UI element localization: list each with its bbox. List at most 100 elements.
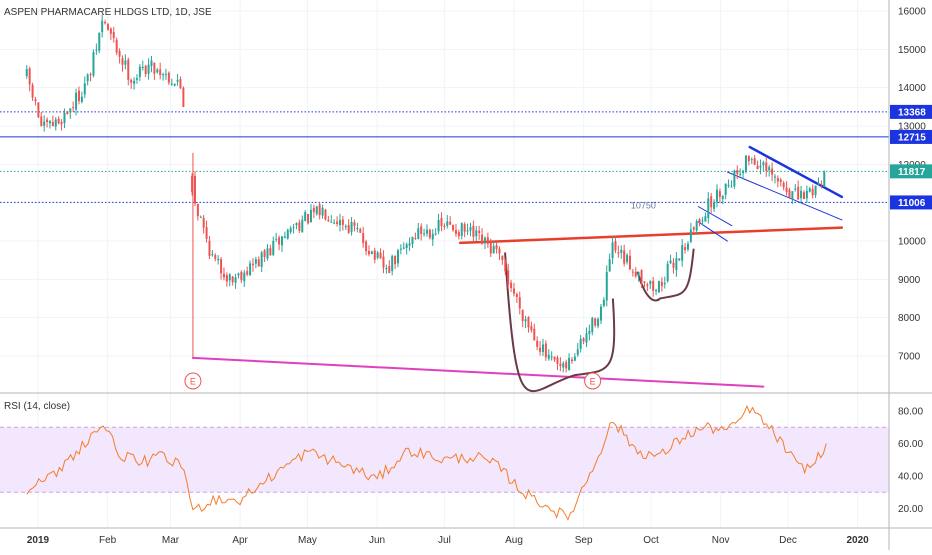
candle-body	[814, 185, 817, 196]
candle	[257, 256, 260, 267]
candle	[530, 321, 533, 333]
candle	[208, 236, 211, 260]
candle-body	[457, 232, 460, 237]
candle	[266, 244, 269, 261]
candle-body	[469, 227, 472, 231]
price-tick-label: 16000	[898, 7, 926, 18]
candle-body	[127, 59, 130, 80]
candle	[611, 236, 614, 265]
candle	[626, 253, 629, 265]
candle	[733, 169, 736, 189]
candle-body	[338, 219, 341, 226]
candle	[701, 217, 704, 226]
candle	[669, 254, 672, 265]
candle-body	[309, 210, 312, 223]
candle-body	[721, 196, 724, 200]
candle	[254, 256, 257, 269]
candle-body	[599, 306, 602, 321]
candle	[298, 219, 301, 234]
candle	[315, 205, 318, 216]
candle-body	[350, 221, 353, 232]
candle-body	[820, 183, 823, 185]
candle-body	[191, 175, 194, 192]
earnings-marker-label: E	[190, 377, 196, 387]
earnings-marker[interactable]: E	[584, 372, 602, 390]
candle-body	[541, 344, 544, 352]
candle	[66, 111, 69, 115]
candle	[562, 361, 565, 373]
candle-body	[773, 176, 776, 178]
candle-body	[492, 246, 495, 254]
candle-body	[301, 219, 304, 233]
candle-body	[118, 51, 121, 57]
price-tick-label: 8000	[898, 313, 921, 324]
candle-body	[141, 67, 144, 69]
candle	[75, 88, 78, 116]
candle	[504, 259, 507, 276]
candle	[559, 357, 562, 372]
candle	[104, 19, 107, 25]
candle	[820, 180, 823, 189]
candle	[553, 356, 556, 362]
candle	[164, 68, 167, 80]
candle-body	[762, 162, 765, 166]
candle-body	[217, 258, 220, 261]
candle	[367, 245, 370, 257]
candle	[51, 115, 54, 127]
candle	[350, 216, 353, 236]
candle-body	[254, 259, 257, 264]
candle-body	[156, 69, 159, 73]
candle	[138, 64, 141, 82]
candle-body	[408, 243, 411, 246]
candle	[86, 73, 89, 86]
candle-body	[46, 119, 49, 123]
candle	[695, 219, 698, 235]
candle	[391, 254, 394, 276]
candle-body	[283, 236, 286, 238]
candle	[405, 242, 408, 255]
candle	[449, 216, 452, 225]
candle	[214, 253, 217, 262]
candle	[417, 222, 420, 240]
candle-body	[565, 362, 568, 369]
candle-body	[72, 107, 75, 109]
time-tick-label: 2020	[846, 535, 869, 546]
candle-body	[446, 221, 449, 226]
candle-body	[579, 338, 582, 349]
candle	[585, 327, 588, 348]
candle	[568, 353, 571, 371]
candle-body	[631, 271, 634, 273]
candle	[112, 26, 115, 43]
candle-body	[367, 250, 370, 255]
level-badge-bg	[890, 104, 932, 119]
candle	[602, 297, 605, 308]
candle	[231, 275, 234, 286]
candle	[115, 37, 118, 56]
candle	[402, 242, 405, 250]
candle	[692, 226, 695, 233]
candle-body	[556, 357, 559, 365]
candle	[779, 177, 782, 187]
candle	[672, 258, 675, 274]
earnings-marker[interactable]: E	[184, 372, 202, 390]
time-tick-label: 2019	[27, 535, 50, 546]
candle	[159, 62, 162, 80]
candle	[437, 213, 440, 235]
candle-body	[278, 237, 281, 245]
candle-body	[718, 191, 721, 197]
candle	[341, 215, 344, 231]
candle-body	[707, 198, 710, 218]
candlestick-layer	[25, 14, 826, 373]
candle	[269, 244, 272, 256]
candle-body	[370, 251, 373, 254]
candle	[191, 173, 194, 196]
candle	[721, 194, 724, 204]
candle-body	[736, 169, 739, 174]
candle-body	[454, 230, 457, 234]
candle-body	[483, 237, 486, 243]
candle	[243, 269, 246, 287]
candle-body	[750, 159, 753, 161]
candle-body	[237, 273, 240, 276]
level-badge-13368: 13368	[890, 104, 932, 119]
